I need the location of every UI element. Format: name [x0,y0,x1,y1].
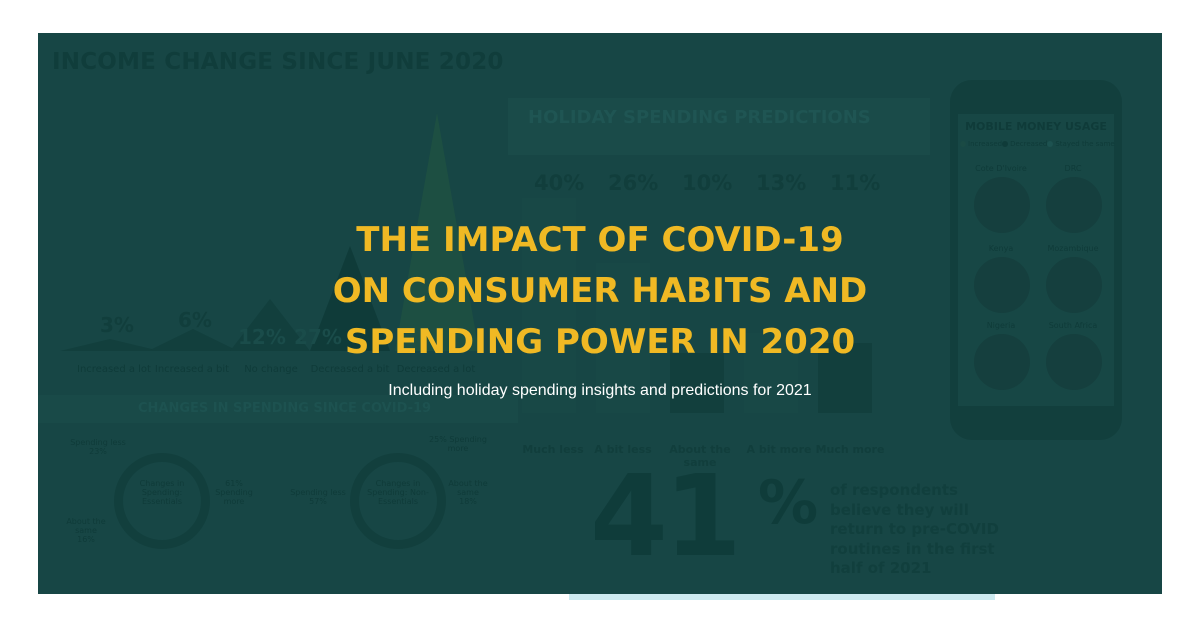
legend-label: Increased [968,140,1003,148]
legend-swatch-icon [1047,141,1054,147]
essentials-same: About the same 16% [66,517,106,544]
country-label: Kenya [988,244,1014,253]
country-label: Cote D'Ivoire [975,164,1027,173]
income-label: Decreased a lot [396,364,476,375]
legend-item: Increased [960,140,1002,148]
pie-chart [974,334,1030,390]
income-value: 6% [178,308,212,332]
holiday-title: HOLIDAY SPENDING PREDICTIONS [528,107,871,128]
non-essentials-more: 25% Spending more [429,435,487,453]
phone-illustration: MOBILE MONEY USAGE Increased Decreased S… [950,80,1122,440]
essentials-less: Spending less 23% [70,438,126,456]
legend-swatch-icon [1002,141,1009,147]
prediction-label: Much less [522,443,584,456]
headline-line: SPENDING POWER IN 2020 [344,322,856,362]
legend-swatch-icon [960,141,966,147]
non-essentials-center: Changes in Spending: Non-Essentials [367,479,429,506]
non-essentials-less: Spending less 57% [290,488,346,506]
country-label: Nigeria [986,321,1016,330]
income-change-title: INCOME CHANGE SINCE JUNE 2020 [52,49,504,75]
prediction-label: Much more [815,443,885,456]
headline-line: ON CONSUMER HABITS AND [332,271,868,311]
prediction-column [818,343,872,413]
income-label: Increased a lot [77,364,151,375]
spending-band: CHANGES IN SPENDING SINCE COVID-19 [38,395,518,423]
income-label: Decreased a bit [310,364,390,375]
triangle-mark [148,329,238,351]
prediction-column [522,198,576,413]
triangle-mark [395,113,479,351]
return-text: of respondents believe they will return … [830,481,999,577]
income-value: 3% [100,313,134,337]
return-percent-sign: % [758,468,819,538]
pie-chart [1046,177,1102,233]
prediction-label: About the same [669,443,731,469]
income-label: Increased a bit [154,364,230,375]
mobile-legend: Increased Decreased Stayed the same [960,140,1115,148]
bottom-accent-strip [569,594,995,600]
headline-line: THE IMPACT OF COVID-19 [356,220,844,260]
pie-chart [974,257,1030,313]
triangle-mark [310,246,390,351]
prediction-value: 40% [534,171,585,195]
income-value: 12% [238,325,286,349]
prediction-value: 11% [830,171,881,195]
pie-chart [1046,334,1102,390]
triangle-mark [230,299,310,351]
prediction-label: A bit more [746,443,812,456]
return-percentage: 41 [590,452,742,582]
prediction-column [744,333,798,413]
income-change-chart [60,93,480,351]
country-label: South Africa [1048,321,1098,330]
triangle-mark [60,339,160,351]
essentials-more: 61% Spending more [215,479,253,506]
prediction-value: 13% [756,171,807,195]
phone-screen: MOBILE MONEY USAGE Increased Decreased S… [958,114,1115,406]
essentials-donut [114,453,210,549]
prediction-column [670,353,724,413]
prediction-value: 26% [608,171,659,195]
legend-item: Decreased [1002,140,1047,148]
prediction-value: 10% [682,171,733,195]
headline: THE IMPACT OF COVID-19 ON CONSUMER HABIT… [0,221,1200,374]
essentials-center: Changes in Spending: Essentials [139,479,185,506]
subtitle: Including holiday spending insights and … [388,382,812,399]
spending-title: CHANGES IN SPENDING SINCE COVID-19 [138,401,432,416]
prediction-label: A bit less [594,443,652,456]
income-label: No change [244,364,298,375]
mobile-money-title: MOBILE MONEY USAGE [965,120,1107,133]
non-essentials-donut [350,453,446,549]
country-label: DRC [1064,164,1082,173]
legend-label: Decreased [1010,140,1048,148]
income-value: 27% [294,325,342,349]
legend-item: Stayed the same [1047,140,1115,148]
pie-chart [974,177,1030,233]
legend-label: Stayed the same [1055,140,1115,148]
prediction-column [596,263,650,413]
holiday-title-box: HOLIDAY SPENDING PREDICTIONS [508,98,930,155]
country-label: Mozambique [1047,244,1099,253]
non-essentials-same: About the same 18% [448,479,488,506]
teal-overlay-panel: INCOME CHANGE SINCE JUNE 2020 3% 6% 12% … [38,33,1162,594]
pie-chart [1046,257,1102,313]
